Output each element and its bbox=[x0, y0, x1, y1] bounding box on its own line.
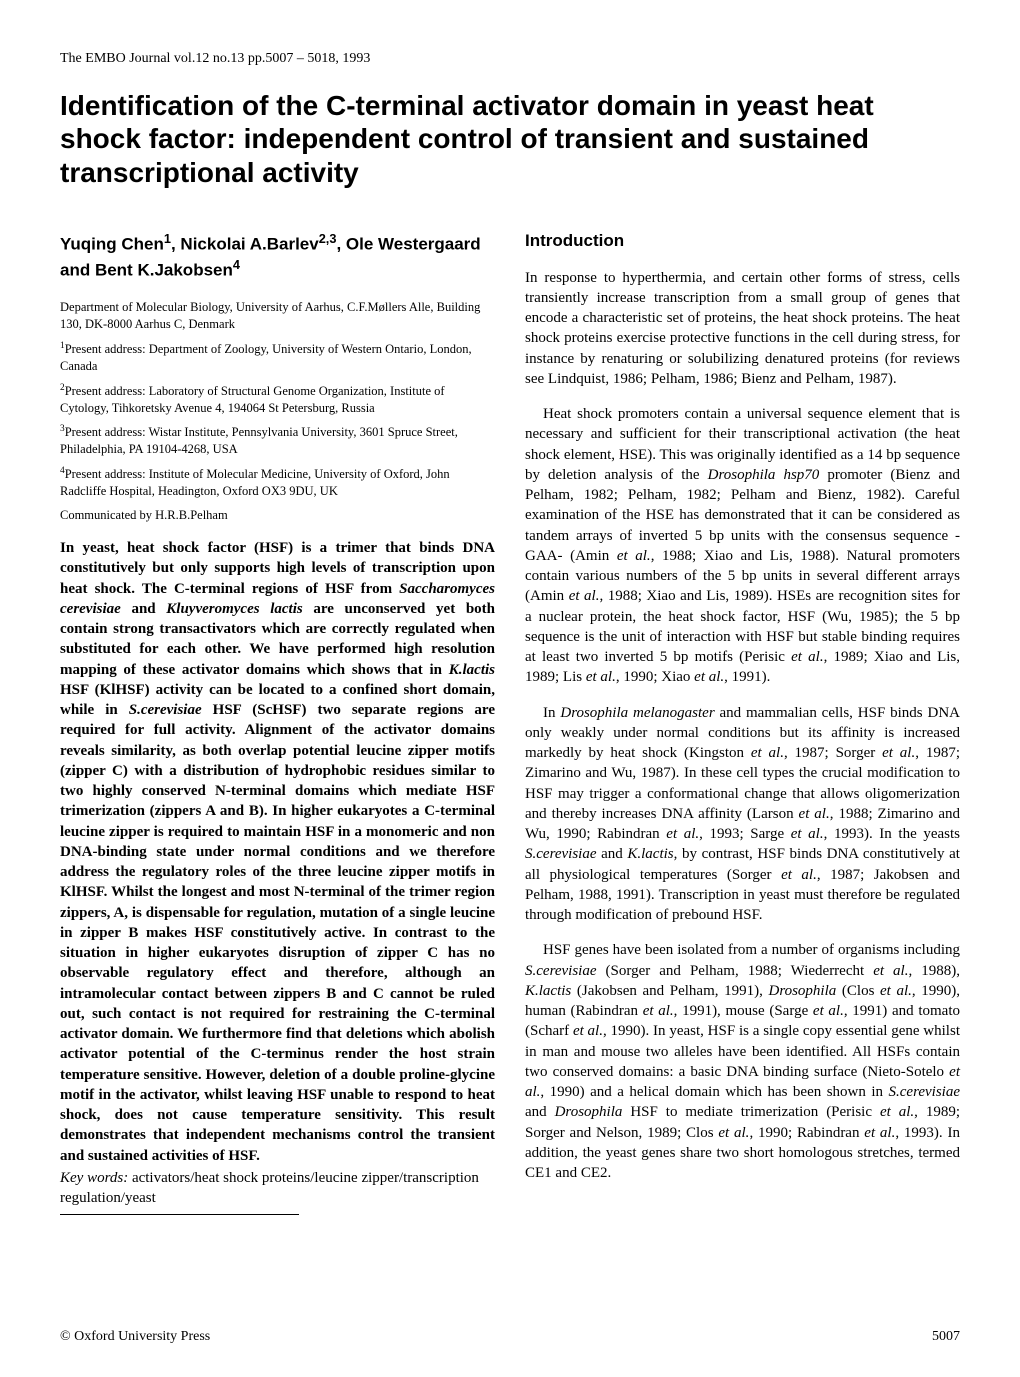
authors: Yuqing Chen1, Nickolai A.Barlev2,3, Ole … bbox=[60, 230, 495, 283]
affiliation: 2Present address: Laboratory of Structur… bbox=[60, 382, 495, 417]
intro-paragraph: Heat shock promoters contain a universal… bbox=[525, 404, 960, 688]
intro-paragraph: HSF genes have been isolated from a numb… bbox=[525, 940, 960, 1183]
affiliation: 3Present address: Wistar Institute, Penn… bbox=[60, 423, 495, 458]
intro-paragraph: In Drosophila melanogaster and mammalian… bbox=[525, 703, 960, 926]
page-number: 5007 bbox=[932, 1328, 960, 1347]
journal-header: The EMBO Journal vol.12 no.13 pp.5007 – … bbox=[60, 50, 960, 69]
intro-paragraph: In response to hyperthermia, and certain… bbox=[525, 268, 960, 390]
left-column: Yuqing Chen1, Nickolai A.Barlev2,3, Ole … bbox=[60, 230, 495, 1216]
affiliation: 1Present address: Department of Zoology,… bbox=[60, 340, 495, 375]
affiliation: Department of Molecular Biology, Univers… bbox=[60, 299, 495, 333]
abstract: In yeast, heat shock factor (HSF) is a t… bbox=[60, 538, 495, 1166]
copyright: © Oxford University Press bbox=[60, 1328, 210, 1347]
right-column: Introduction In response to hyperthermia… bbox=[525, 230, 960, 1216]
page-footer: © Oxford University Press 5007 bbox=[60, 1328, 960, 1347]
two-column-layout: Yuqing Chen1, Nickolai A.Barlev2,3, Ole … bbox=[60, 230, 960, 1216]
section-rule bbox=[60, 1214, 299, 1215]
affiliations-block: Department of Molecular Biology, Univers… bbox=[60, 299, 495, 500]
article-title: Identification of the C-terminal activat… bbox=[60, 89, 960, 190]
affiliation: 4Present address: Institute of Molecular… bbox=[60, 465, 495, 500]
communicated-by: Communicated by H.R.B.Pelham bbox=[60, 507, 495, 524]
keywords-label: Key words: bbox=[60, 1170, 128, 1186]
keywords: Key words: activators/heat shock protein… bbox=[60, 1168, 495, 1209]
introduction-heading: Introduction bbox=[525, 230, 960, 253]
